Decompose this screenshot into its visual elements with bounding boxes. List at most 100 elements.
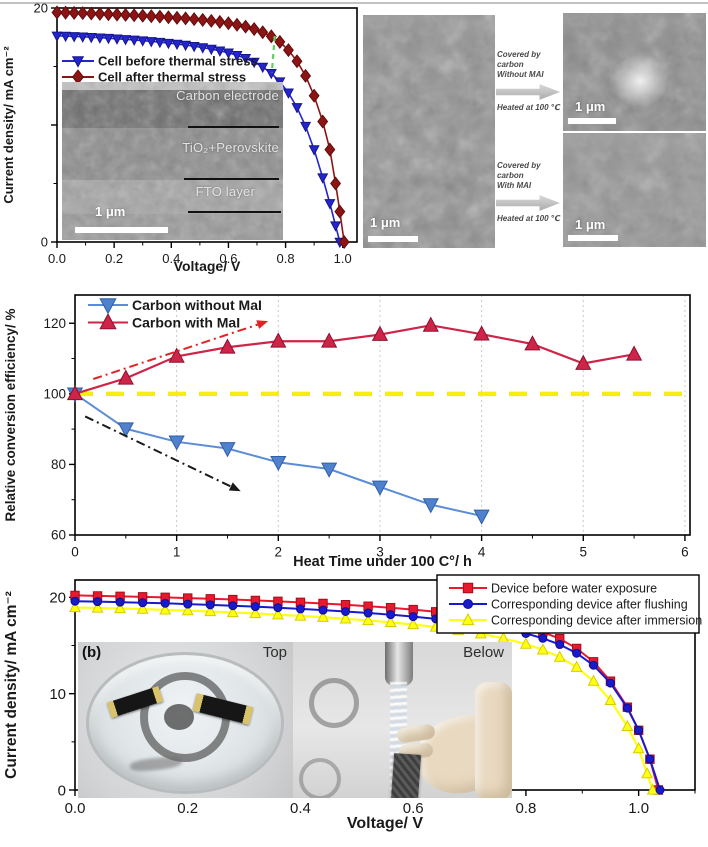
series-line	[74, 324, 635, 395]
chart-canvas-thermal_stability: 0 1 2 3 4 5 6 60 80 100 120 Carbon without MaICarbo…	[3, 294, 691, 570]
data-point-marker	[575, 354, 592, 370]
data-point-marker	[257, 62, 269, 74]
data-point-marker	[463, 599, 473, 609]
data-point-marker	[300, 121, 312, 133]
x-tick-label: 1.0	[334, 251, 352, 266]
data-point-marker	[422, 316, 439, 332]
y-axis-label: Relative conversion efficiency/ %	[3, 308, 18, 521]
data-point-marker	[160, 598, 170, 608]
data-point-marker	[60, 5, 72, 20]
data-point-marker	[188, 12, 200, 27]
data-point-marker	[188, 41, 200, 53]
photo-label-top: Top	[262, 644, 287, 661]
layer-divider-line	[184, 178, 279, 180]
data-point-marker	[197, 43, 209, 54]
data-point-marker	[154, 37, 166, 49]
data-point-marker	[570, 660, 583, 672]
scalebar	[75, 227, 168, 233]
data-point-marker	[334, 204, 346, 219]
data-point-marker	[330, 176, 342, 191]
data-point-marker	[222, 48, 234, 59]
trend-arrow-head	[228, 482, 241, 492]
data-point-marker	[317, 610, 329, 622]
data-point-marker	[318, 605, 328, 615]
data-point-marker	[137, 36, 149, 47]
y-tick-label: 80	[51, 457, 66, 472]
legend-label: Corresponding device after immersion	[491, 613, 702, 627]
data-point-marker	[145, 9, 157, 24]
layer-divider-line	[188, 211, 281, 213]
data-point-marker	[231, 17, 243, 32]
data-point-marker	[589, 660, 599, 670]
data-point-marker	[68, 5, 80, 20]
data-point-marker	[183, 599, 193, 609]
degraded-region	[611, 55, 669, 107]
data-point-marker	[136, 602, 149, 614]
x-tick-label: 0.4	[162, 251, 180, 266]
photo-devices-in-water-dish: (b) Top	[78, 642, 293, 798]
data-point-marker	[265, 29, 277, 44]
x-tick-label: 1.0	[628, 800, 649, 817]
data-point-marker	[363, 608, 373, 618]
page-top-rule	[0, 2, 708, 4]
data-point-marker	[634, 725, 644, 735]
data-point-marker	[274, 34, 286, 49]
data-point-marker	[338, 234, 350, 250]
data-point-marker	[77, 32, 89, 43]
data-point-marker	[51, 5, 63, 20]
sem-cross-section-image	[62, 82, 283, 240]
data-point-marker	[318, 598, 328, 609]
data-point-marker	[85, 32, 97, 44]
scalebar-label: 1 μm	[95, 204, 126, 219]
data-point-marker	[604, 693, 617, 706]
x-axis-label: Heat Time under 100 C°/ h	[293, 554, 472, 570]
data-point-marker	[300, 68, 312, 83]
data-point-marker	[181, 604, 194, 616]
data-point-marker	[646, 783, 659, 795]
x-tick-label: 0.6	[219, 251, 237, 266]
scalebar-label: 1 μm	[575, 217, 606, 232]
data-point-marker	[91, 601, 104, 613]
data-point-marker	[282, 88, 294, 99]
data-point-marker	[205, 44, 217, 56]
data-point-marker	[462, 582, 474, 594]
data-point-marker	[408, 612, 418, 622]
data-point-marker	[137, 8, 149, 23]
x-tick-label: 1	[173, 545, 181, 560]
data-point-marker	[538, 633, 548, 643]
data-point-marker	[154, 9, 166, 24]
y-axis-label: Current density/ mA cm⁻²	[3, 591, 20, 779]
data-point-marker	[145, 37, 157, 48]
data-point-marker	[339, 612, 352, 624]
y-axis-label: Current density/ mA cm⁻²	[1, 46, 16, 204]
sem-morphology-panel: 1 μm Covered by carbon Without MAI Heate…	[358, 6, 708, 252]
data-point-marker	[270, 455, 287, 472]
data-point-marker	[273, 596, 283, 607]
right-arrow-icon	[496, 195, 560, 211]
data-point-marker	[197, 12, 209, 27]
data-point-marker	[94, 33, 106, 44]
x-tick-label: 0.0	[48, 251, 66, 266]
data-point-marker	[291, 103, 303, 114]
background-seal	[299, 758, 341, 798]
background-seal	[309, 678, 359, 728]
data-point-marker	[162, 10, 174, 25]
y-tick-label: 20	[34, 1, 48, 16]
data-point-marker	[330, 221, 342, 232]
legend-label: Carbon without MaI	[132, 297, 262, 313]
x-tick-label: 0.6	[403, 800, 424, 817]
x-tick-label: 0.8	[515, 800, 536, 817]
data-point-marker	[321, 332, 338, 348]
data-point-marker	[162, 38, 174, 50]
data-point-marker	[159, 603, 172, 615]
data-point-marker	[273, 603, 283, 613]
data-point-marker	[291, 54, 303, 69]
data-point-marker	[60, 31, 72, 43]
data-point-marker	[371, 325, 389, 341]
data-point-marker	[317, 173, 329, 184]
data-point-marker	[265, 69, 277, 80]
data-point-marker	[524, 335, 541, 351]
legend-label: Carbon with MaI	[132, 314, 240, 330]
data-point-marker	[219, 338, 236, 354]
x-tick-label: 0	[71, 545, 79, 560]
